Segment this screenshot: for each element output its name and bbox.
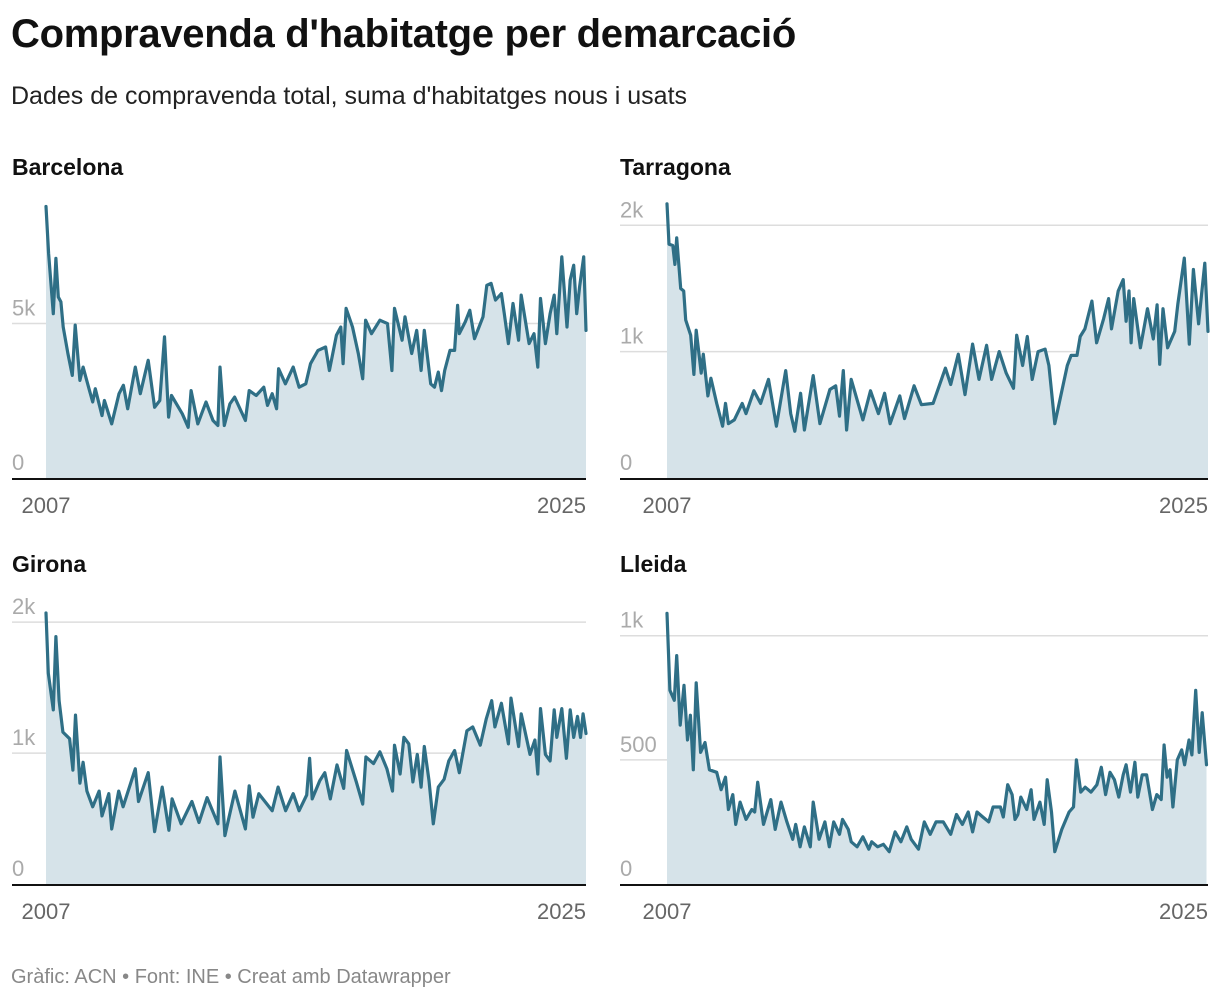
y-tick-label: 0 bbox=[12, 856, 24, 881]
y-tick-label: 1k bbox=[620, 324, 644, 349]
chart-lleida: 0 500 1k 2007 2025 bbox=[620, 608, 1209, 924]
series-line bbox=[44, 204, 588, 429]
y-tick-label: 0 bbox=[620, 856, 632, 881]
chart-title: Compravenda d'habitatge per demarcació bbox=[11, 12, 797, 56]
chart-footer: Gràfic: ACN • Font: INE • Creat amb Data… bbox=[11, 966, 451, 988]
x-tick-label: 2025 bbox=[1159, 899, 1208, 924]
series-line bbox=[665, 611, 1209, 854]
panel-barcelona: Barcelona 0 5k 2007 2025 bbox=[12, 154, 612, 554]
y-tick-label: 1k bbox=[620, 608, 644, 633]
chart-girona: 0 1k 2k 2007 2025 bbox=[12, 594, 588, 924]
x-tick-label: 2007 bbox=[643, 493, 692, 518]
panel-lleida: Lleida 0 500 1k 2007 2025 bbox=[620, 551, 1220, 951]
panel-title: Lleida bbox=[620, 551, 687, 577]
panel-title: Tarragona bbox=[620, 154, 731, 180]
chart-subtitle: Dades de compravenda total, suma d'habit… bbox=[11, 82, 688, 110]
area-fill bbox=[46, 613, 586, 884]
area-fill bbox=[667, 203, 1208, 479]
panel-girona: Girona 0 1k 2k 2007 2025 bbox=[12, 551, 612, 951]
chart-barcelona: 0 5k 2007 2025 bbox=[12, 204, 588, 518]
x-tick-label: 2007 bbox=[643, 899, 692, 924]
x-tick-label: 2025 bbox=[537, 899, 586, 924]
x-tick-label: 2007 bbox=[22, 493, 71, 518]
y-tick-label: 2k bbox=[620, 197, 644, 222]
y-tick-label: 5k bbox=[12, 296, 36, 321]
x-tick-label: 2025 bbox=[537, 493, 586, 518]
chart-tarragona: 0 1k 2k 2007 2025 bbox=[620, 197, 1210, 518]
x-tick-label: 2007 bbox=[22, 899, 71, 924]
panel-title: Girona bbox=[12, 551, 87, 577]
area-fill bbox=[667, 613, 1207, 884]
series-line bbox=[665, 202, 1210, 433]
series-line bbox=[44, 611, 588, 838]
x-tick-label: 2025 bbox=[1159, 493, 1208, 518]
y-tick-label: 0 bbox=[12, 450, 24, 475]
y-tick-label: 2k bbox=[12, 594, 36, 619]
panel-tarragona: Tarragona 0 1k 2k 2007 2025 bbox=[620, 154, 1220, 554]
panel-title: Barcelona bbox=[12, 154, 124, 180]
area-fill bbox=[46, 206, 586, 478]
y-tick-label: 500 bbox=[620, 732, 657, 757]
y-tick-label: 1k bbox=[12, 725, 36, 750]
y-tick-label: 0 bbox=[620, 450, 632, 475]
